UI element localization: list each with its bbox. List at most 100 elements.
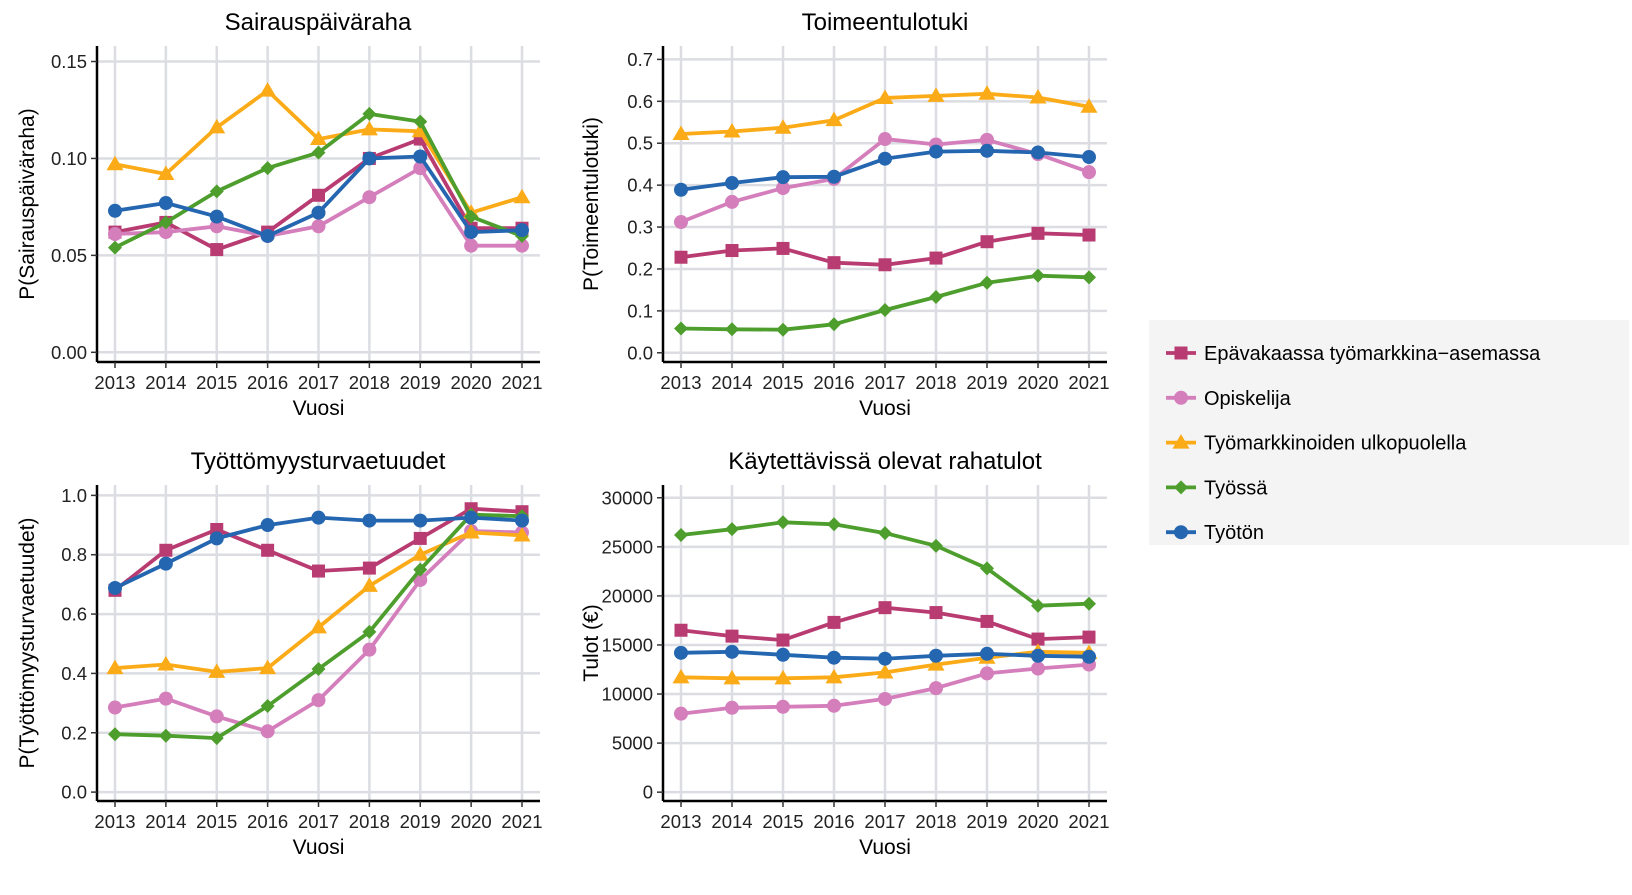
data-point [774,669,792,685]
x-tick-label: 2020 [451,811,492,832]
data-point [362,106,377,121]
x-tick-label: 2016 [813,372,854,393]
data-point [827,517,841,532]
data-point [725,244,739,258]
y-tick-label: 15000 [602,634,653,655]
x-tick-label: 2016 [247,811,288,832]
y-tick-label: 0.05 [51,245,87,266]
data-point [360,577,378,592]
data-point [158,196,173,211]
data-point [413,513,428,528]
data-point [1082,150,1096,165]
data-point [1031,226,1045,240]
x-tick-label: 2020 [1017,811,1058,832]
x-tick-label: 2017 [298,372,339,393]
data-point [723,122,741,138]
y-tick-label: 5000 [612,733,653,754]
legend-swatch-marker [1174,390,1188,405]
data-point [464,510,479,525]
y-axis-label: Tulot (€) [580,604,603,681]
panel-title: Työttömyysturvaetuudet [191,448,446,475]
x-tick-label: 2017 [864,372,905,393]
data-point [929,251,943,265]
data-point [106,155,124,171]
data-point [674,215,688,230]
data-point [108,727,122,742]
data-point [260,724,275,739]
x-tick-label: 2018 [915,811,956,832]
series-tyoton [674,644,1096,666]
x-tick-label: 2014 [145,372,186,393]
data-point [513,188,531,204]
data-point [515,223,529,238]
panel-title: Sairauspäiväraha [225,9,412,36]
data-point [462,523,480,539]
data-point [312,188,325,202]
data-point [157,656,175,671]
data-point [929,144,943,159]
data-point [1080,98,1098,113]
x-tick-label: 2014 [145,811,186,832]
legend-label: Työtön [1204,522,1264,544]
y-tick-label: 0.5 [627,133,653,154]
y-tick-label: 0.2 [627,258,653,279]
data-point [825,668,843,684]
data-point [980,235,994,249]
x-axis-label: Vuosi [293,397,345,420]
data-point [311,145,326,160]
data-point [208,663,226,678]
series-epavakaassa-tyomarkkina-asemassa [674,601,1096,647]
data-point [413,531,427,545]
data-point [158,691,173,706]
data-point [929,648,943,663]
x-tick-label: 2015 [762,372,803,393]
x-tick-label: 2021 [501,811,542,832]
x-tick-label: 2021 [1068,372,1109,393]
data-point [464,209,479,224]
data-point [725,629,739,643]
x-axis-label: Vuosi [859,836,911,859]
data-point [413,149,428,164]
data-point [464,225,479,240]
data-point [157,165,175,180]
y-tick-label: 0.4 [61,663,87,684]
data-point [725,194,739,209]
data-point [776,241,790,255]
x-tick-label: 2013 [660,372,701,393]
x-tick-label: 2019 [400,811,441,832]
data-point [672,668,690,684]
panel-tyottomyysturvaetuudet: Työttömyysturvaetuudet 0.0 0.2 0.4 0.6 0.8 1.0… [16,448,543,859]
data-point [311,693,326,708]
legend-background [1149,320,1629,545]
data-point [827,317,841,332]
data-point [929,290,943,305]
y-tick-label: 20000 [602,585,653,606]
y-tick-label: 0 [643,782,653,803]
data-point [311,510,326,525]
x-tick-label: 2017 [298,811,339,832]
x-tick-label: 2017 [864,811,905,832]
data-point [878,151,892,166]
y-tick-label: 10000 [602,684,653,705]
data-point [362,513,377,528]
data-point [776,633,790,647]
data-point [776,322,790,337]
x-tick-label: 2019 [966,372,1007,393]
data-point [311,661,326,676]
legend-swatch-marker [1172,434,1190,449]
data-point [672,125,690,141]
y-tick-label: 0.15 [51,51,87,72]
data-point [209,219,224,234]
data-point [1082,165,1096,180]
data-point [209,709,224,724]
data-point [362,624,377,639]
series-tyomarkkinoiden-ulkopuolella [672,85,1098,141]
data-point [362,642,377,657]
y-tick-label: 1.0 [61,485,87,506]
y-tick-label: 0.10 [51,148,87,169]
x-tick-label: 2018 [349,811,390,832]
x-tick-label: 2013 [660,811,701,832]
panel-kaytettavissa-olevat-rahatulot: Käytettävissä olevat rahatulot 0 5000 10000… [580,448,1110,859]
data-point [1031,145,1045,160]
